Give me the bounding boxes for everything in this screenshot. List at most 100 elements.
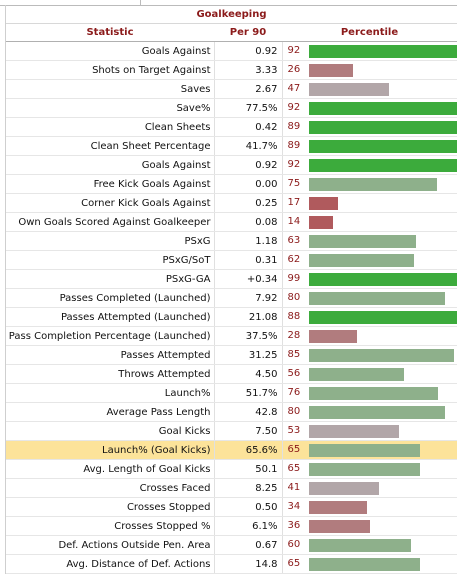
per90-value: 0.08 [214,212,283,232]
percentile-value: 26 [287,64,301,75]
stat-name: Crosses Stopped [6,497,215,517]
stat-name: Throws Attempted [6,364,215,384]
percentile-bar [308,387,438,400]
percentile-value: 41 [287,482,301,493]
percentile-value: 92 [287,159,301,170]
stat-name: Saves [6,79,215,99]
per90-value: 21.08 [214,307,283,327]
table-row: PSxG/SoT 0.31 62 [6,250,457,270]
column-header-percentile[interactable]: Percentile [282,23,457,42]
percentile-cell: 60 [282,535,457,555]
percentile-bar [308,102,457,115]
stat-name: Pass Completion Percentage (Launched) [6,326,215,346]
table-row: PSxG-GA +0.34 99 [6,269,457,289]
stat-name: Corner Kick Goals Against [6,193,215,213]
percentile-cell: 80 [282,288,457,308]
percentile-value: 92 [287,45,301,56]
stat-name: Crosses Faced [6,478,215,498]
per90-value: 0.42 [214,117,283,137]
percentile-value: 89 [287,140,301,151]
percentile-cell: 88 [282,307,457,327]
percentile-cell: 34 [282,497,457,517]
percentile-bar [308,520,370,533]
stat-name: Launch% [6,383,215,403]
percentile-cell: 65 [282,459,457,479]
percentile-value: 47 [287,83,301,94]
per90-value: 0.92 [214,41,283,61]
column-header-statistic[interactable]: Statistic [6,23,214,42]
per90-value: 50.1 [214,459,283,479]
per90-value: 1.18 [214,231,283,251]
per90-value: 7.92 [214,288,283,308]
per90-value: 3.33 [214,60,283,80]
percentile-cell: 76 [282,383,457,403]
percentile-bar [308,254,414,267]
percentile-cell: 65 [282,440,457,460]
stat-name: Save% [6,98,215,118]
table-row: Avg. Distance of Def. Actions 14.8 65 [6,554,457,574]
table-row: Goals Against 0.92 92 [6,41,457,61]
percentile-bar [308,140,457,153]
percentile-cell: 92 [282,41,457,61]
percentile-cell: 56 [282,364,457,384]
stat-name: Clean Sheets [6,117,215,137]
percentile-bar [308,501,367,514]
table-row: Passes Attempted (Launched) 21.08 88 [6,307,457,327]
stat-name: Free Kick Goals Against [6,174,215,194]
percentile-bar [308,197,338,210]
percentile-value: 34 [287,501,301,512]
percentile-bar [308,235,416,248]
percentile-value: 80 [287,406,301,417]
percentile-value: 92 [287,102,301,113]
stat-name: Goals Against [6,41,215,61]
table-row: Save% 77.5% 92 [6,98,457,118]
table-row: Shots on Target Against 3.33 26 [6,60,457,80]
table-row: Crosses Stopped % 6.1% 36 [6,516,457,536]
per90-value: 0.50 [214,497,283,517]
stat-name: Own Goals Scored Against Goalkeeper [6,212,215,232]
table-row: Average Pass Length 42.8 80 [6,402,457,422]
percentile-value: 99 [287,273,301,284]
percentile-cell: 99 [282,269,457,289]
table-row: Passes Completed (Launched) 7.92 80 [6,288,457,308]
percentile-value: 56 [287,368,301,379]
stat-name: Passes Attempted (Launched) [6,307,215,327]
top-border-tick [140,0,141,5]
per90-value: 0.00 [214,174,283,194]
per90-value: 51.7% [214,383,283,403]
percentile-cell: 47 [282,79,457,99]
scouting-table: Goalkeeping Statistic Per 90 Percentile … [6,5,457,574]
stat-name: Avg. Length of Goal Kicks [6,459,215,479]
table-row: Launch% 51.7% 76 [6,383,457,403]
percentile-value: 60 [287,539,301,550]
percentile-bar [308,539,411,552]
table-row: Pass Completion Percentage (Launched) 37.… [6,326,457,346]
percentile-bar [308,292,445,305]
stat-name: Goal Kicks [6,421,215,441]
percentile-cell: 14 [282,212,457,232]
percentile-cell: 26 [282,60,457,80]
percentile-value: 65 [287,558,301,569]
percentile-bar [308,64,353,77]
table-row: Avg. Length of Goal Kicks 50.1 65 [6,459,457,479]
percentile-bar [308,558,420,571]
percentile-value: 89 [287,121,301,132]
percentile-cell: 28 [282,326,457,346]
table-row: Passes Attempted 31.25 85 [6,345,457,365]
table-row: Launch% (Goal Kicks) 65.6% 65 [6,440,457,460]
percentile-bar [308,121,457,134]
percentile-value: 88 [287,311,301,322]
stat-name: Clean Sheet Percentage [6,136,215,156]
per90-value: 2.67 [214,79,283,99]
column-header-per90[interactable]: Per 90 [214,23,282,42]
percentile-bar [308,349,454,362]
section-title: Goalkeeping [6,5,457,24]
table-row: Def. Actions Outside Pen. Area 0.67 60 [6,535,457,555]
percentile-cell: 92 [282,98,457,118]
table-row: Crosses Stopped 0.50 34 [6,497,457,517]
percentile-cell: 62 [282,250,457,270]
table-row: Free Kick Goals Against 0.00 75 [6,174,457,194]
percentile-bar [308,425,399,438]
percentile-cell: 85 [282,345,457,365]
table-row: Clean Sheets 0.42 89 [6,117,457,137]
